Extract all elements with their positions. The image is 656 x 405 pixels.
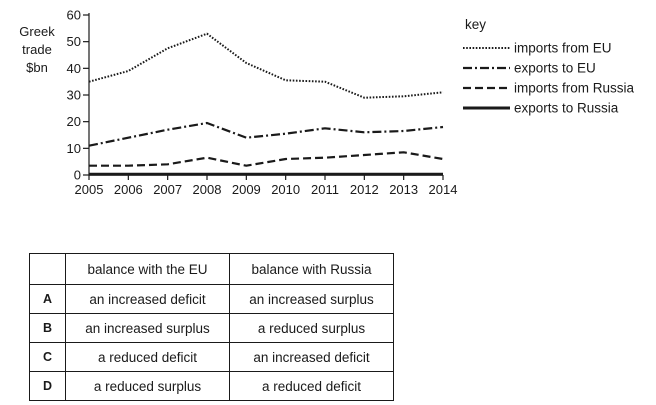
header-eu-balance: balance with the EU [65, 253, 230, 285]
y-axis-label: trade [22, 42, 52, 57]
header-russia-balance: balance with Russia [229, 253, 394, 285]
x-tick-label: 2008 [193, 182, 222, 197]
x-tick-label: 2007 [153, 182, 182, 197]
series-line [88, 32, 444, 99]
legend-label: exports to Russia [514, 101, 619, 116]
answer-table: balance with the EU balance with Russia … [29, 253, 394, 401]
x-tick-label: 2013 [389, 182, 418, 197]
y-axis-label: $bn [26, 60, 48, 75]
russia-balance-cell: a reduced deficit [229, 371, 394, 401]
russia-balance-cell: an increased deficit [229, 342, 394, 372]
trade-chart: 0 10 20 30 40 50 60 2005 2006 2007 2008 2009 2010 201… [19, 8, 635, 198]
x-tick-label: 2009 [232, 182, 261, 197]
eu-balance-cell: a reduced deficit [65, 342, 230, 372]
series-line [89, 151, 444, 167]
y-tick-label: 60 [67, 8, 81, 23]
table-row: C a reduced deficit an increased deficit [29, 342, 394, 372]
y-tick-label: 30 [67, 88, 81, 103]
y-tick-label: 20 [67, 114, 81, 129]
x-tick-label: 2012 [350, 182, 379, 197]
russia-balance-cell: an increased surplus [229, 284, 394, 314]
eu-balance-cell: a reduced surplus [65, 371, 230, 401]
table-row: D a reduced surplus a reduced deficit [29, 371, 394, 401]
y-tick-label: 10 [67, 141, 81, 156]
eu-balance-cell: an increased surplus [65, 313, 230, 343]
legend-title: key [465, 17, 486, 32]
table-row: B an increased surplus a reduced surplus [29, 313, 394, 343]
x-tick-label: 2010 [271, 182, 300, 197]
option-label: D [29, 371, 66, 401]
legend-label: imports from Russia [514, 81, 635, 96]
option-label: B [29, 313, 66, 343]
y-tick-label: 0 [74, 168, 81, 183]
option-label: C [29, 342, 66, 372]
option-label: A [29, 284, 66, 314]
header-blank-cell [29, 253, 66, 285]
russia-balance-cell: a reduced surplus [229, 313, 394, 343]
series-line [88, 121, 444, 147]
x-tick-label: 2011 [311, 182, 339, 197]
y-tick-label: 50 [67, 34, 81, 49]
x-tick-label: 2005 [75, 182, 104, 197]
table-header-row: balance with the EU balance with Russia [29, 253, 394, 285]
y-tick-label: 40 [67, 61, 81, 76]
table-row: A an increased deficit an increased surp… [29, 284, 394, 314]
x-tick-label: 2006 [114, 182, 143, 197]
legend-label: imports from EU [514, 41, 612, 56]
eu-balance-cell: an increased deficit [65, 284, 230, 314]
y-axis-label: Greek [19, 24, 55, 39]
x-tick-label: 2014 [429, 182, 458, 197]
legend-label: exports to EU [514, 61, 596, 76]
